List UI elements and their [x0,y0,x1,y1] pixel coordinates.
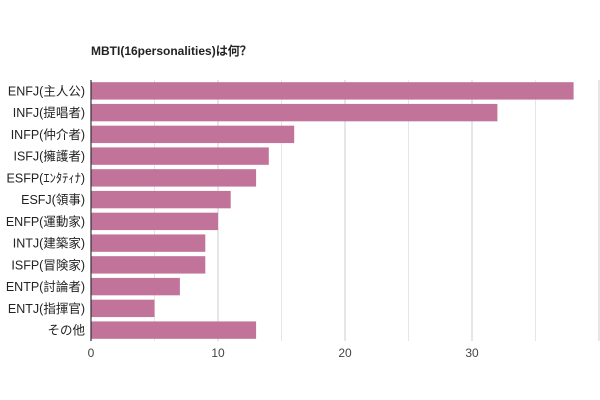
x-tick-label: 10 [211,346,225,360]
x-tick-label: 30 [465,346,479,360]
bar [91,256,206,274]
bar [91,277,180,296]
gridlines [154,80,600,341]
category-label: ENFJ(主人公) [8,84,85,98]
x-tick-label: 20 [338,346,352,360]
bar [91,234,206,252]
bar [91,103,498,122]
category-label: ENTJ(指揮官) [8,301,85,316]
category-label: INTJ(建築家) [13,236,85,251]
bars [91,82,574,339]
bar [91,190,231,209]
bar [91,212,218,231]
bar [91,299,155,318]
bar [91,125,295,144]
category-label: ENFP(運動家) [6,214,85,229]
bar [91,147,269,165]
category-label: ESFJ(領事) [21,192,85,207]
category-label: INFJ(提唱者) [13,105,85,120]
bar [91,169,257,187]
bar [91,321,257,339]
category-labels: ENFJ(主人公) INFJ(提唱者) INFP(仲介者) ISFJ(擁護者) ESFP… [6,84,86,337]
x-tick-labels: 0 10 20 30 [88,346,479,360]
category-label: ENTP(討論者) [6,279,85,294]
chart-title: MBTI(16personalities)は何？ [91,44,252,58]
category-label: ESFP(ｴﾝﾀﾃｨﾅ) [7,171,85,185]
category-label: INFP(仲介者) [11,128,85,142]
category-label: ISFJ(擁護者) [13,149,85,164]
x-tick-label: 0 [88,346,95,360]
category-label: その他 [47,324,85,338]
bar [91,82,574,100]
category-label: ISFP(冒険家) [11,257,85,272]
